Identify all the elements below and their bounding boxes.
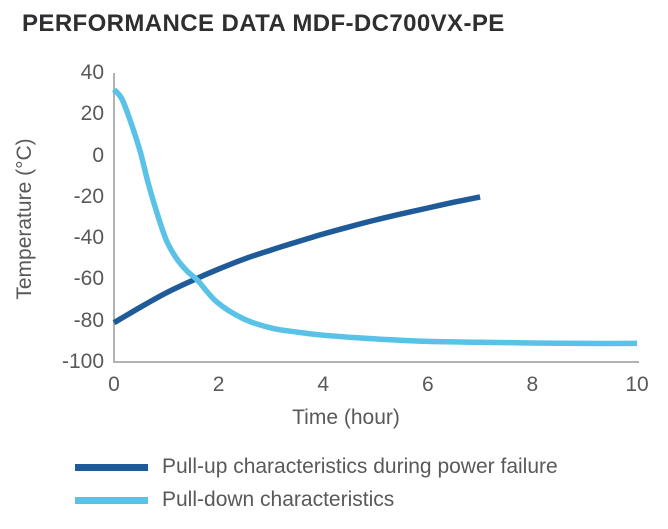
legend-swatch-pull-down — [75, 496, 148, 504]
legend-label: Pull-down characteristics — [162, 488, 395, 511]
x-tick-label: 4 — [317, 373, 330, 396]
y-tick-label: -80 — [73, 308, 104, 332]
legend-label: Pull-up characteristics during power fai… — [162, 455, 558, 478]
y-tick-label: -20 — [73, 184, 104, 208]
axes-lines — [113, 73, 639, 363]
legend-row: Pull-down characteristics — [75, 488, 558, 512]
x-tick-label: 0 — [108, 373, 120, 396]
chart-title: PERFORMANCE DATA MDF-DC700VX-PE — [22, 10, 505, 37]
x-tick-label: 2 — [212, 373, 225, 396]
x-tick-label: 8 — [526, 373, 539, 396]
y-tick-label: 20 — [80, 102, 104, 126]
x-axis-title: Time (hour) — [292, 406, 400, 429]
x-tick-label: 6 — [421, 373, 434, 396]
legend-row: Pull-up characteristics during power fai… — [75, 455, 558, 479]
y-tick-label: -40 — [73, 226, 104, 250]
x-tick-label: 10 — [625, 373, 649, 396]
data-curves — [111, 87, 638, 347]
series-curve-0 — [112, 194, 481, 326]
y-tick-label: 40 — [80, 61, 104, 84]
y-tick-label: 0 — [92, 143, 104, 167]
legend-swatch-pull-up — [75, 463, 148, 471]
legend: Pull-up characteristics during power fai… — [75, 455, 558, 512]
series-curve-1 — [111, 87, 638, 347]
y-tick-label: -100 — [61, 350, 104, 373]
y-tick-label: -60 — [73, 267, 104, 291]
